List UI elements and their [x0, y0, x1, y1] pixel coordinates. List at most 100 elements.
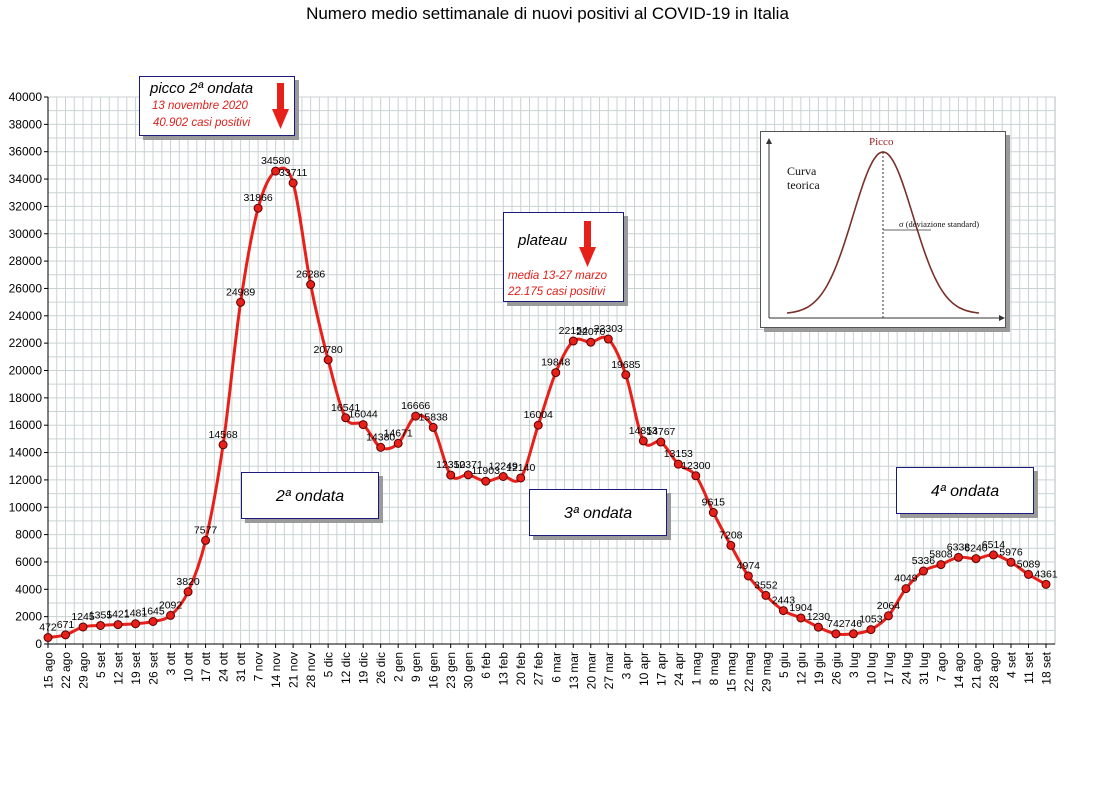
y-tick-label: 16000 [9, 418, 43, 432]
data-point [183, 587, 193, 597]
data-point [691, 471, 701, 481]
data-point [148, 617, 158, 627]
inset-curve-label-2: teorica [787, 178, 820, 192]
data-label: 3820 [176, 576, 200, 588]
data-point [341, 413, 351, 423]
x-tick-label: 20 feb [514, 652, 528, 686]
y-tick-label: 6000 [15, 555, 42, 569]
data-label: 5808 [929, 549, 953, 561]
data-point [393, 438, 403, 448]
x-tick-label: 22 ago [59, 652, 73, 689]
x-tick-label: 7 ago [934, 652, 948, 682]
data-point [586, 337, 596, 347]
data-point [498, 471, 508, 481]
data-point [551, 368, 561, 378]
peak-annotation-cases: 40.902 casi positivi [153, 117, 251, 129]
y-tick-label: 30000 [9, 227, 43, 241]
data-label: 3552 [754, 579, 778, 591]
x-tick-label: 20 mar [584, 652, 598, 689]
data-label: 4049 [894, 573, 918, 585]
data-label: 6514 [982, 539, 1006, 551]
data-label: 2443 [772, 595, 796, 607]
data-point [673, 459, 683, 469]
x-tick-label: 12 dic [339, 652, 353, 684]
x-tick-label: 16 gen [427, 652, 441, 689]
x-tick-label: 3 ott [164, 651, 178, 675]
data-label: 22154 [559, 325, 588, 337]
data-point [656, 437, 666, 447]
data-label: 12300 [681, 460, 710, 472]
plateau-annotation-title: plateau [518, 232, 568, 249]
x-tick-label: 17 lug [882, 652, 896, 685]
data-label: 19685 [611, 359, 640, 371]
y-tick-label: 4000 [15, 582, 42, 596]
data-label: 5976 [999, 546, 1023, 558]
x-tick-label: 13 mar [567, 652, 581, 689]
peak-annotation-box: picco 2ª ondata 13 novembre 2020 40.902 … [139, 76, 295, 136]
plateau-annotation-cases: 22.175 casi positivi [508, 286, 606, 298]
data-point [621, 370, 631, 380]
y-tick-label: 22000 [9, 336, 43, 350]
data-point [918, 566, 928, 576]
data-label: 31866 [244, 192, 273, 204]
data-point [603, 334, 613, 344]
x-tick-label: 23 gen [444, 652, 458, 689]
data-label: 671 [57, 619, 75, 631]
data-label: 34580 [261, 155, 290, 167]
x-tick-label: 26 dic [374, 652, 388, 684]
y-tick-label: 8000 [15, 528, 42, 542]
x-tick-label: 7 nov [252, 652, 266, 681]
inset-curve-label-1: Curva [787, 164, 817, 178]
data-label: 15838 [419, 411, 448, 423]
x-axis: 15 ago 22 ago 29 ago 5 set 12 set 19 set 26 se… [42, 643, 1055, 692]
wave-3-label: 3ª ondata [529, 489, 667, 536]
data-label: 13153 [664, 448, 693, 460]
data-point [113, 620, 123, 630]
theoretical-curve-inset: Picco Curva teorica σ (deviazione standa… [760, 131, 1006, 328]
x-tick-label: 22 mag [742, 652, 756, 692]
data-point [43, 633, 53, 643]
x-tick-label: 3 lug [847, 652, 861, 678]
x-tick-label: 19 set [129, 651, 143, 684]
x-tick-label: 28 nov [304, 652, 318, 688]
x-tick-label: 26 set [147, 651, 161, 684]
y-tick-label: 32000 [9, 199, 43, 213]
x-tick-label: 5 dic [322, 652, 336, 677]
inset-peak-label: Picco [869, 136, 894, 148]
data-point [306, 280, 316, 290]
data-label: 16541 [331, 402, 360, 414]
data-point [78, 622, 88, 632]
data-label: 33711 [279, 167, 308, 179]
data-point [953, 552, 963, 562]
x-tick-label: 12 giu [794, 652, 808, 685]
plateau-annotation-period: media 13-27 marzo [508, 270, 608, 282]
data-point [253, 203, 263, 213]
y-tick-label: 26000 [9, 281, 43, 295]
x-tick-label: 13 feb [497, 652, 511, 686]
y-tick-label: 0 [35, 637, 42, 651]
y-tick-label: 36000 [9, 145, 43, 159]
data-label: 12140 [506, 462, 535, 474]
x-tick-label: 29 ago [77, 652, 91, 689]
data-label: 9615 [702, 497, 726, 509]
y-tick-label: 38000 [9, 117, 43, 131]
x-tick-label: 5 giu [777, 652, 791, 678]
x-tick-label: 30 gen [462, 652, 476, 689]
data-label: 7208 [719, 529, 743, 541]
data-point [218, 440, 228, 450]
data-point [358, 420, 368, 430]
chart-title: Numero medio settimanale di nuovi positi… [306, 4, 789, 23]
data-point [446, 470, 456, 480]
data-point [831, 629, 841, 639]
data-point [638, 436, 648, 446]
data-point [778, 606, 788, 616]
data-label: 14767 [646, 426, 675, 438]
data-label: 1053 [859, 614, 883, 626]
x-tick-label: 17 apr [654, 652, 668, 686]
data-point [743, 571, 753, 581]
data-label: 1481 [124, 608, 148, 620]
data-label: 4361 [1034, 568, 1058, 580]
x-tick-label: 21 ago [969, 652, 983, 689]
x-tick-label: 11 set [1022, 651, 1036, 683]
x-tick-label: 19 dic [357, 652, 371, 684]
